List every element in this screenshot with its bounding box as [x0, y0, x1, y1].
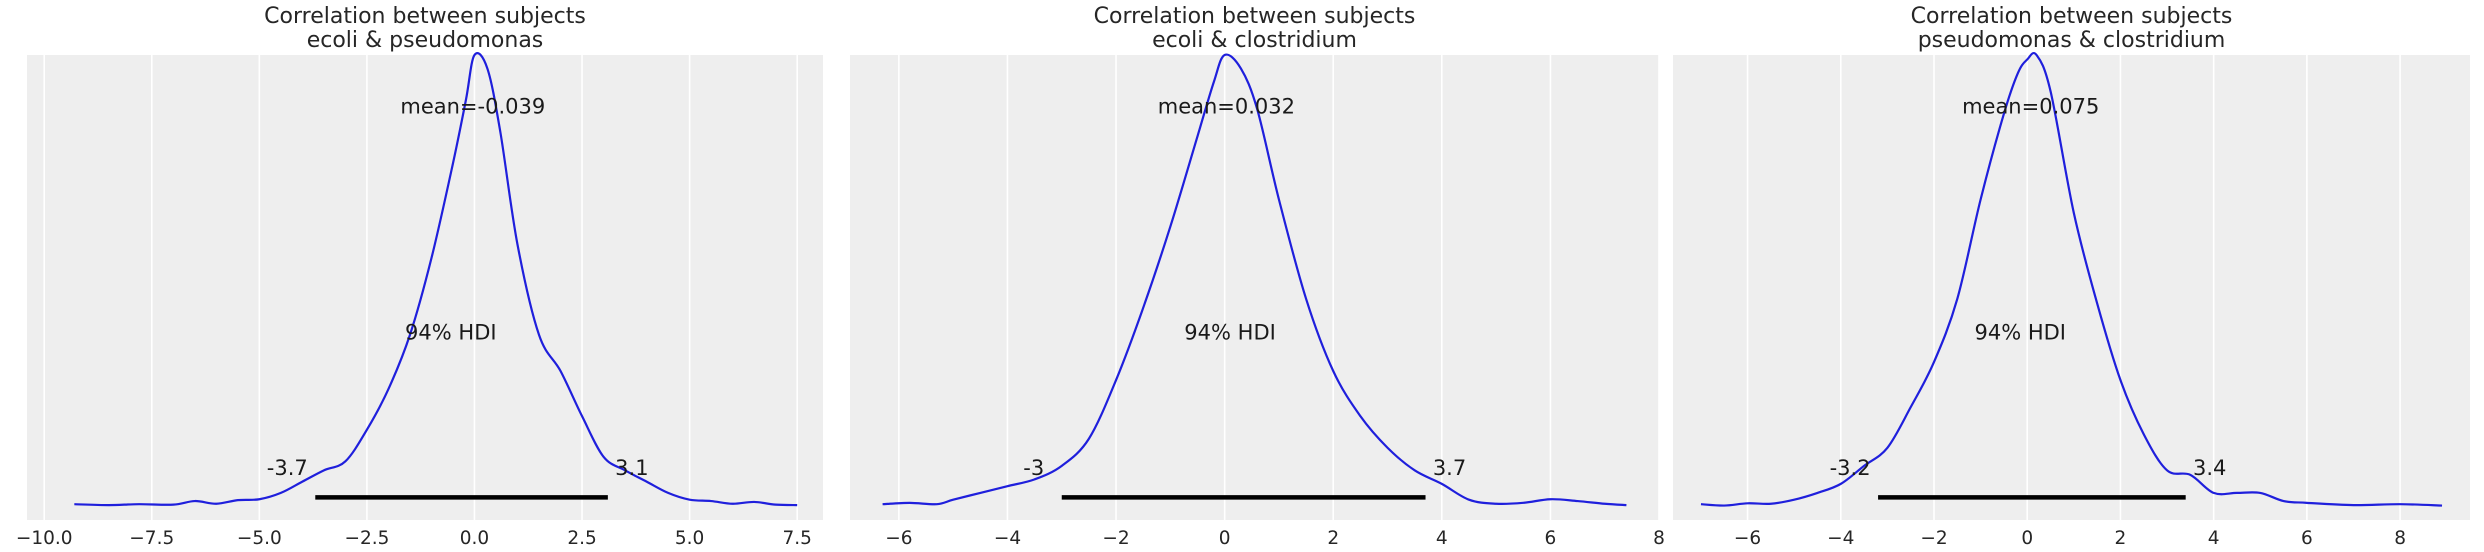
x-tick-label: 2: [2115, 528, 2127, 549]
chart-panel-3: −6 −4 −2 0 2 4 6 8 Correlation between subjectsp…: [1673, 4, 2470, 549]
chart-panel-1: −10.0 −7.5 −5.0 −2.5 0.0 2.5 5.0 7.5 Correlation…: [16, 4, 823, 549]
mean-label: mean=-0.039: [400, 95, 545, 119]
density-curve: [1700, 51, 2443, 507]
x-tick-label: 0: [1219, 528, 1231, 549]
x-tick-label: 0.0: [460, 528, 489, 549]
hdi-high-label: 3.4: [2193, 456, 2226, 480]
hdi-label: 94% HDI: [405, 320, 497, 344]
mean-label: mean=0.032: [1158, 95, 1295, 119]
chart-subtitle: pseudomonas & clostridium: [1918, 28, 2226, 53]
chart-title: Correlation between subjects: [1094, 4, 1416, 29]
x-tick-label: 8: [2394, 528, 2406, 549]
x-tick-label: −2: [1102, 528, 1129, 549]
chart-subtitle: ecoli & pseudomonas: [307, 28, 544, 53]
hdi-high-label: 3.7: [1433, 456, 1466, 480]
chart-panel-2: −6 −4 −2 0 2 4 6 8 Correlation between subjectse…: [850, 4, 1665, 549]
x-tick-label: −2.5: [344, 528, 389, 549]
chart-subtitle: ecoli & clostridium: [1152, 28, 1357, 53]
x-tick-label: 4: [1436, 528, 1448, 549]
x-tick-label: 7.5: [782, 528, 811, 549]
x-tick-label: −4: [1827, 528, 1854, 549]
hdi-label: 94% HDI: [1974, 320, 2066, 344]
x-tick-label: 4: [2208, 528, 2220, 549]
x-tick-label: −4: [994, 528, 1021, 549]
chart-title: Correlation between subjects: [264, 4, 586, 29]
hdi-low-label: -3.7: [267, 456, 308, 480]
x-tick-label: −6: [885, 528, 912, 549]
hdi-low-label: -3.2: [1830, 456, 1871, 480]
x-tick-label: 6: [2301, 528, 2313, 549]
x-tick-label: 2: [1327, 528, 1339, 549]
x-tick-label: −6: [1734, 528, 1761, 549]
density-curve: [882, 53, 1627, 507]
hdi-high-label: 3.1: [615, 456, 648, 480]
chart-title: Correlation between subjects: [1911, 4, 2233, 29]
x-tick-label: −10.0: [16, 528, 73, 549]
plot-background: [1673, 55, 2470, 520]
x-tick-label: 2.5: [567, 528, 596, 549]
x-tick-label: 5.0: [675, 528, 704, 549]
plot-background: [850, 55, 1659, 520]
mean-label: mean=0.075: [1962, 95, 2099, 119]
x-tick-label: −2: [1920, 528, 1947, 549]
density-curve: [74, 52, 798, 507]
x-tick-label: 8: [1653, 528, 1665, 549]
hdi-low-label: -3: [1023, 456, 1044, 480]
plot-background: [27, 55, 823, 520]
x-tick-label: −7.5: [129, 528, 174, 549]
x-tick-label: 0: [2021, 528, 2033, 549]
x-tick-label: 6: [1545, 528, 1557, 549]
hdi-label: 94% HDI: [1184, 320, 1276, 344]
x-tick-label: −5.0: [237, 528, 282, 549]
